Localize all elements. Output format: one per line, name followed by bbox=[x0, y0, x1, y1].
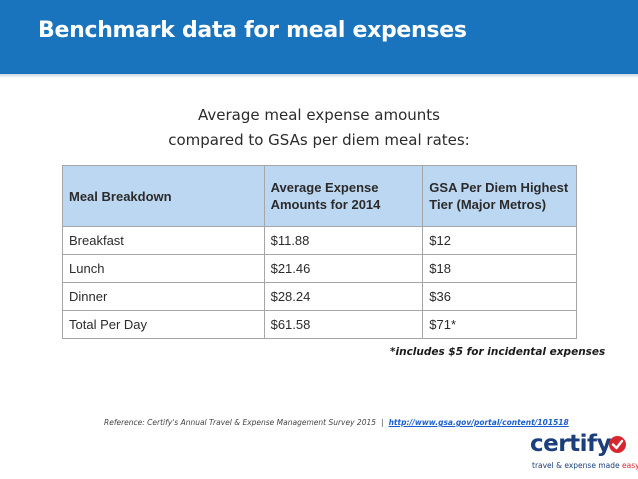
table-cell: Lunch bbox=[62, 254, 265, 283]
logo-wordmark: certify bbox=[530, 431, 611, 457]
table-row: Total Per Day $61.58 $71* bbox=[62, 310, 577, 339]
reference-link[interactable]: http://www.gsa.gov/portal/content/101518 bbox=[388, 418, 569, 427]
header-bar bbox=[0, 0, 638, 74]
subtitle-line-2: compared to GSAs per diem meal rates: bbox=[168, 131, 470, 149]
table-header-row: Meal Breakdown Average Expense Amounts f… bbox=[62, 165, 577, 227]
table-cell: $18 bbox=[422, 254, 577, 283]
table-cell: $28.24 bbox=[263, 282, 424, 311]
table-cell: Total Per Day bbox=[62, 310, 265, 339]
table-row: Dinner $28.24 $36 bbox=[62, 282, 577, 311]
subtitle-line-1: Average meal expense amounts bbox=[198, 106, 440, 124]
reference-line: Reference: Certify's Annual Travel & Exp… bbox=[104, 418, 569, 427]
header-shadow bbox=[0, 74, 638, 78]
slide-title: Benchmark data for meal expenses bbox=[38, 18, 467, 43]
column-header-gsa-per-diem: GSA Per Diem Highest Tier (Major Metros) bbox=[422, 165, 577, 227]
table-cell: Dinner bbox=[62, 282, 265, 311]
table-cell: $71* bbox=[422, 310, 577, 339]
column-header-average-expense: Average Expense Amounts for 2014 bbox=[263, 165, 424, 227]
logo-tagline: travel & expense made easy bbox=[532, 461, 638, 470]
table-cell: $12 bbox=[422, 226, 577, 255]
column-header-meal-breakdown: Meal Breakdown bbox=[62, 165, 265, 227]
table-cell: $21.46 bbox=[263, 254, 424, 283]
table-cell: $11.88 bbox=[263, 226, 424, 255]
table-cell: $36 bbox=[422, 282, 577, 311]
table-cell: $61.58 bbox=[263, 310, 424, 339]
footnote: *includes $5 for incidental expenses bbox=[390, 346, 606, 358]
table-row: Lunch $21.46 $18 bbox=[62, 254, 577, 283]
table-row: Breakfast $11.88 $12 bbox=[62, 226, 577, 255]
meal-expense-table: Meal Breakdown Average Expense Amounts f… bbox=[62, 165, 577, 339]
reference-separator: | bbox=[381, 418, 384, 427]
reference-text: Reference: Certify's Annual Travel & Exp… bbox=[104, 418, 377, 427]
certify-logo: certify travel & expense made easy bbox=[530, 431, 638, 473]
checkmark-icon bbox=[609, 436, 626, 453]
table-cell: Breakfast bbox=[62, 226, 265, 255]
